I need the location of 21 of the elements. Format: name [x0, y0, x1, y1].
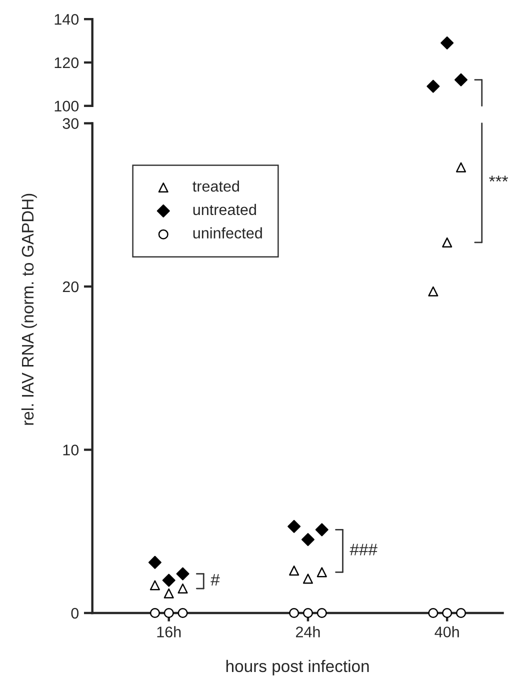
point — [454, 73, 468, 86]
legend-label: untreated — [193, 204, 256, 216]
y-tick-label: 140 — [54, 14, 79, 25]
y-tick-label: 20 — [62, 281, 79, 292]
y-tick-label: 0 — [71, 608, 79, 619]
y-axis-title: rel. IAV RNA (norm. to GAPDH) — [21, 194, 37, 425]
y-tick-label: 100 — [54, 100, 79, 112]
point — [440, 36, 454, 50]
x-tick-label: 16h — [157, 626, 181, 638]
y-tick-label: 120 — [54, 57, 79, 68]
x-tick-label: 40h — [434, 626, 459, 638]
annotation: # — [210, 574, 220, 586]
y-tick-label: 10 — [63, 444, 79, 456]
x-tick-label: 24h — [296, 626, 320, 638]
x-axis-title: hours post infection — [226, 660, 369, 676]
legend-label: treated — [192, 180, 239, 192]
annotation: *** — [489, 176, 508, 182]
legend-label: uninfected — [193, 227, 262, 239]
y-tick-label: 30 — [62, 118, 79, 129]
annotation: ### — [350, 544, 378, 556]
point — [426, 80, 440, 93]
